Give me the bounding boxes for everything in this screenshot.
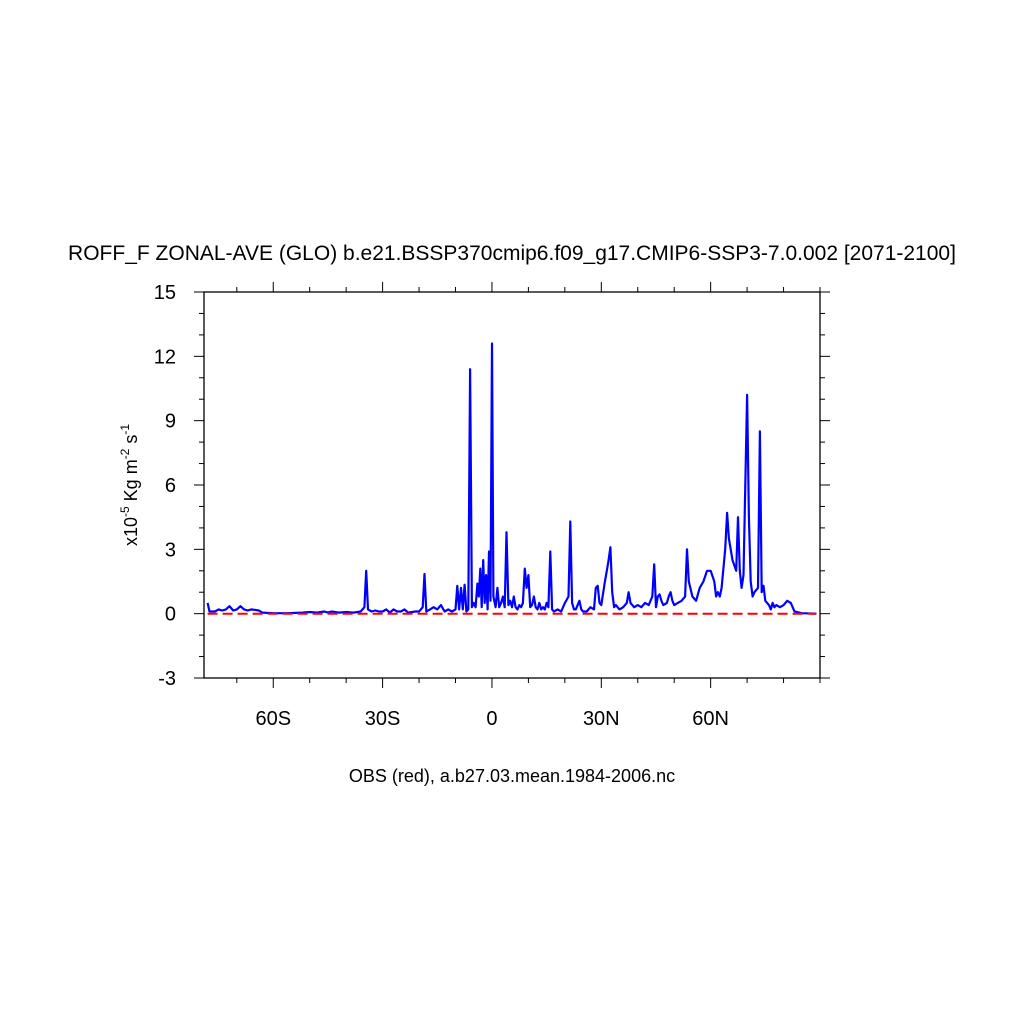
y-axis-label-exp1: -5 xyxy=(118,506,132,517)
chart-title: ROFF_F ZONAL-AVE (GLO) b.e21.BSSP370cmip… xyxy=(68,242,956,265)
chart-caption: OBS (red), a.b27.03.mean.1984-2006.nc xyxy=(349,766,675,786)
x-tick-label: 30S xyxy=(365,708,401,730)
y-tick-label: 0 xyxy=(165,604,176,626)
y-tick-label: -3 xyxy=(158,668,176,690)
series-layer xyxy=(206,342,817,615)
y-axis-label-mid: Kg m xyxy=(121,459,141,506)
plot-frame xyxy=(203,291,821,679)
axis-ticks xyxy=(194,282,830,688)
y-axis-label-exp2: -2 xyxy=(118,448,132,459)
y-axis-label-mid2: s xyxy=(121,435,141,449)
y-tick-label: 3 xyxy=(165,539,176,561)
series-line-1 xyxy=(206,342,817,615)
x-tick-label: 60N xyxy=(692,708,729,730)
y-tick-label: 6 xyxy=(165,475,176,497)
x-tick-label: 60S xyxy=(255,708,291,730)
svg-text:x10-5 Kg m-2 s-1: x10-5 Kg m-2 s-1 xyxy=(118,424,141,546)
y-axis-label-prefix: x10 xyxy=(121,517,141,546)
x-tick-label: 30N xyxy=(583,708,620,730)
y-tick-label: 12 xyxy=(154,346,176,368)
x-tick-label: 0 xyxy=(486,708,497,730)
y-axis-label: x10-5 Kg m-2 s-1 xyxy=(118,424,141,546)
y-axis-label-exp3: -1 xyxy=(118,424,132,435)
axis-tick-labels: -3 0 3 6 9 12 15 60S 30S 0 30N 60N xyxy=(154,282,729,730)
y-tick-label: 15 xyxy=(154,282,176,304)
y-tick-label: 9 xyxy=(165,411,176,433)
